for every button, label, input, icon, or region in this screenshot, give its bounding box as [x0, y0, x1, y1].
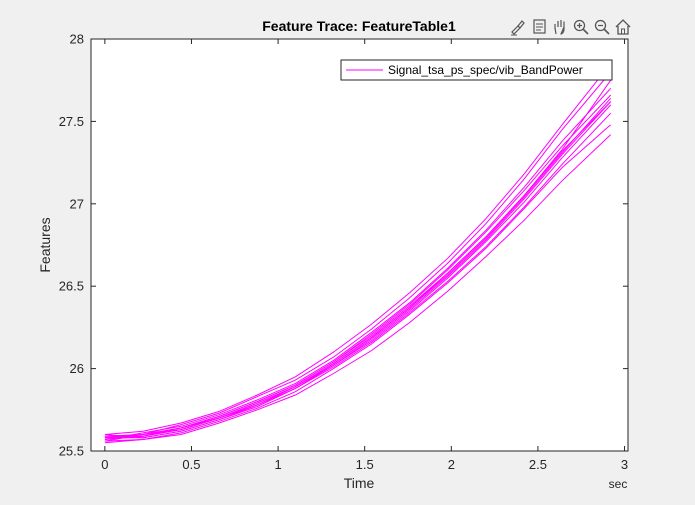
x-tick-label: 1: [274, 457, 281, 472]
x-tick-label: 1.5: [356, 457, 374, 472]
legend-box: [340, 59, 613, 81]
y-tick-label: 27: [70, 196, 84, 211]
zoom-out-button[interactable]: [592, 16, 612, 38]
pan-button[interactable]: [550, 16, 570, 38]
x-tick-label: 2.5: [529, 457, 547, 472]
y-tick-label: 27.5: [59, 114, 84, 129]
y-axis-label: Features: [37, 217, 53, 272]
x-axis-unit: sec: [609, 477, 628, 491]
zoom-in-button[interactable]: [571, 16, 591, 38]
y-ticks: 25.5 26 26.5 27 27.5 28: [59, 32, 628, 459]
x-axis-label: Time: [344, 475, 375, 491]
datatip-button[interactable]: [529, 16, 549, 38]
legend-entry-label: Signal_tsa_ps_spec/vib_BandPower: [388, 63, 583, 77]
brush-icon: [511, 20, 525, 36]
datatip-icon: [533, 19, 546, 34]
series-line-4[interactable]: [104, 88, 612, 440]
y-tick-label: 28: [70, 32, 84, 47]
zoom-in-icon: [573, 19, 589, 35]
brush-button[interactable]: [508, 16, 528, 38]
axes-toolbar: [508, 16, 633, 38]
home-icon: [615, 19, 631, 35]
x-ticks: 0 0.5 1 1.5 2 2.5 3: [101, 39, 628, 472]
y-tick-label: 26.5: [59, 279, 84, 294]
series-line-2[interactable]: [104, 71, 612, 442]
legend[interactable]: Signal_tsa_ps_spec/vib_BandPower: [340, 59, 613, 81]
y-tick-label: 26: [70, 361, 84, 376]
series-layer: [104, 63, 612, 444]
plot-area[interactable]: [91, 39, 628, 451]
series-line-7[interactable]: [104, 112, 612, 439]
axes-box: [90, 38, 629, 452]
x-tick-label: 0: [101, 457, 108, 472]
home-button[interactable]: [613, 16, 633, 38]
series-line-12[interactable]: [104, 101, 612, 437]
chart-title: Feature Trace: FeatureTable1: [262, 18, 456, 34]
series-line-10[interactable]: [104, 134, 612, 442]
pan-icon: [554, 20, 565, 35]
series-line-9[interactable]: [104, 63, 612, 435]
zoom-out-icon: [594, 19, 610, 35]
x-tick-label: 3: [621, 457, 628, 472]
series-line-11[interactable]: [104, 79, 612, 439]
x-tick-label: 2: [448, 457, 455, 472]
series-line-6[interactable]: [104, 124, 612, 444]
x-tick-label: 0.5: [182, 457, 200, 472]
y-tick-label: 25.5: [59, 444, 84, 459]
